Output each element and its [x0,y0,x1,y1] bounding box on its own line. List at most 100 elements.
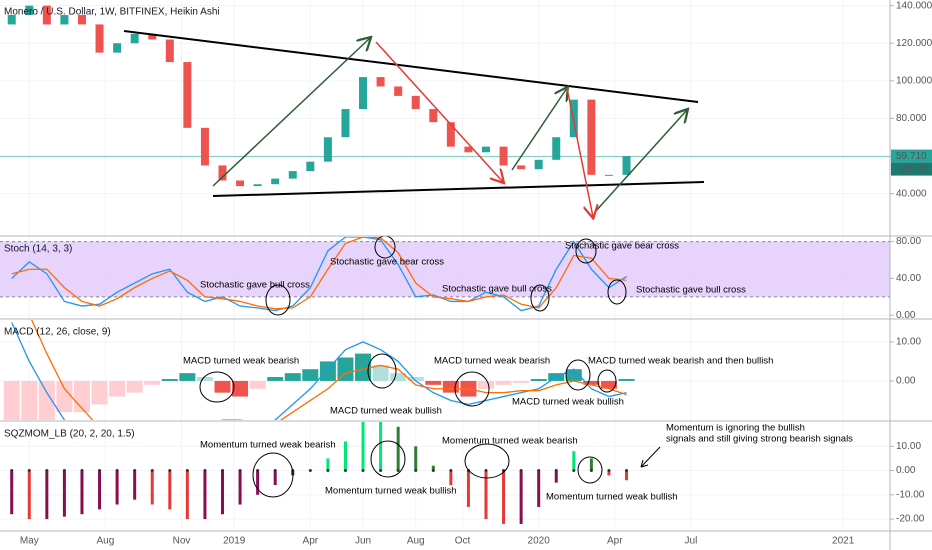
histogram-bar [396,426,400,471]
histogram-bar [221,470,224,515]
countdown-label: 6d 7h [902,164,927,175]
histogram-bar [513,380,530,383]
circle [370,440,406,478]
histogram-bar [168,470,172,510]
y-tick-label: 40.000 [896,188,927,199]
candle [183,62,192,128]
circle [199,371,235,403]
last-price-box [891,149,932,163]
squeeze-dot [572,469,576,473]
candle [376,77,385,87]
histogram-bar [238,470,242,505]
histogram-bar [161,378,178,381]
histogram-bar [326,458,330,471]
candle [165,39,174,63]
circle [252,452,294,498]
candle [42,5,51,25]
x-tick-label: Jun [355,536,371,547]
squeeze-dot [343,469,347,473]
histogram-bar [442,380,459,393]
histogram-bar [407,377,424,381]
pane-title: Stoch (14, 3, 3) [4,244,72,255]
histogram-bar [10,470,14,515]
squeeze-dot [326,469,330,473]
histogram-bar [583,380,600,385]
x-tick-label: 2020 [528,536,551,547]
histogram-bar [337,357,354,381]
x-tick-label: Aug [96,536,114,547]
histogram-bar [554,470,558,483]
annotation: signals and still giving strong bearish … [666,434,853,445]
candle [323,137,332,162]
y-tick-label: 0.00 [896,376,916,387]
circle [367,353,397,389]
squeeze-dot [361,469,365,473]
histogram-bar [203,470,207,520]
annotation: Stochastic gave bear cross [565,241,679,252]
circle [597,369,617,393]
histogram-bar [45,470,49,520]
candle [341,109,350,138]
annotation: Stochastic gave bull cross [442,284,552,295]
histogram-bar [449,470,453,486]
histogram-bar [431,465,435,471]
series-line [11,237,627,310]
squeeze-dot [484,469,488,473]
marks [0,5,890,524]
squeeze-dot [273,469,277,473]
candle [481,146,490,153]
squeeze-dot [554,469,558,473]
histogram-bar [109,380,126,397]
histogram-bar [414,446,418,471]
x-tick-label: 2019 [223,536,246,547]
candle [271,178,280,185]
histogram-bar [150,470,154,505]
histogram-bar [355,353,372,381]
candle [60,15,69,25]
candle [306,161,315,172]
annotation: MACD turned weak bearish [183,356,299,367]
series-line [31,320,627,420]
pane-title: SQZMOM_LB (20, 2, 20, 1.5) [4,429,135,440]
squeeze-dot [62,469,66,473]
histogram-bar [343,441,347,471]
y-tick-label: 10.00 [896,337,921,348]
circle [577,456,603,484]
candle [622,156,631,175]
squeeze-dot [256,469,260,473]
circle [265,284,291,316]
y-tick-label: 40.00 [896,273,921,284]
candle [499,146,508,166]
squeeze-dot [396,469,400,473]
candle [411,95,420,110]
pane-title: Monero / U.S. Dollar, 1W, BITFINEX, Heik… [4,7,220,18]
histogram-bar [126,380,143,393]
y-tick-label: 80.000 [896,113,927,124]
circle [530,284,550,312]
histogram-bar [27,470,31,520]
squeeze-dot [133,469,137,473]
squeeze-dot [80,469,84,473]
annotation: Momentum turned weak bullish [546,492,677,503]
histogram-bar [361,422,365,471]
histogram-bar [495,380,512,385]
y-tick-label: -10.00 [896,489,925,500]
candle [218,165,227,181]
x-tick-label: Aug [407,536,425,547]
arrow-head [640,459,649,468]
squeeze-dot [203,469,207,473]
candle [446,122,455,147]
y-tick-label: 140.000 [896,0,932,11]
annotation: Momentum is ignoring the bullish [666,423,805,434]
squeeze-dot [168,469,172,473]
y-tick-label: 80.00 [896,236,921,247]
x-tick-label: 2021 [832,536,855,547]
annotation: Stochastic gave bear cross [330,257,444,268]
x-tick-label: Jul [685,536,698,547]
histogram-bar [267,377,284,381]
candle [604,174,613,176]
histogram-bar [98,470,102,510]
histogram-bar [466,470,470,507]
